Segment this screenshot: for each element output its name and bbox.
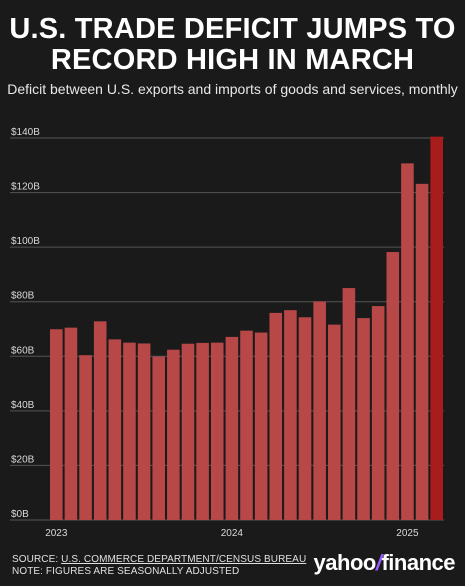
bar: Feb 2025: 123.2 xyxy=(415,183,429,520)
bar: Mar 2024: 68.7 xyxy=(254,332,268,520)
bar: Jan 2024: 67.1 xyxy=(225,336,239,520)
bar: Feb 2024: 69.4 xyxy=(240,330,253,520)
bar: Jul 2023: 64.7 xyxy=(137,343,151,520)
chart-title: U.S. TRADE DEFICIT JUMPS TO RECORD HIGH … xyxy=(9,13,456,76)
bar: Aug 2024: 71.6 xyxy=(327,324,341,520)
bar: Jun 2024: 74.3 xyxy=(298,317,312,520)
y-tick-label: $40B xyxy=(11,400,35,411)
bar: Jan 2025: 130.7 xyxy=(401,163,414,520)
x-tick-label: 2024 xyxy=(221,528,244,539)
yahoo-finance-logo: yahoo/finance xyxy=(313,550,456,576)
footer-notes: SOURCE: U.S. COMMERCE DEPARTMENT/CENSUS … xyxy=(12,554,306,578)
bar: Dec 2023: 65 xyxy=(210,342,224,520)
bar: Apr 2023: 72.8 xyxy=(93,321,107,520)
source-link[interactable]: U.S. COMMERCE DEPARTMENT/CENSUS BUREAU xyxy=(61,554,307,565)
note-line: NOTE: FIGURES ARE SEASONALLY ADJUSTED xyxy=(12,566,240,577)
y-tick-label: $140B xyxy=(11,127,40,138)
bar-chart: $0B $20B $40B $60B $80B $100B $120B $140B Jan 2… xyxy=(10,127,444,539)
bar: Nov 2024: 78.4 xyxy=(371,306,385,520)
y-tick-label: $100B xyxy=(11,236,40,247)
bar: Sep 2023: 62.4 xyxy=(167,349,180,520)
bar: Jan 2023: 69.9 xyxy=(50,329,63,520)
logo-finance: finance xyxy=(381,550,455,575)
bar: Aug 2023: 59.9 xyxy=(152,356,166,520)
bar: Jul 2024: 80.1 xyxy=(313,301,326,520)
bars: Jan 2023: 69.9Feb 2023: 70.5Mar 2023: 60… xyxy=(50,136,443,521)
bar: Mar 2023: 60.4 xyxy=(79,355,92,520)
bar: Apr 2024: 75.9 xyxy=(269,312,283,520)
y-axis-ticks: $0B $20B $40B $60B $80B $100B $120B $140B xyxy=(11,127,40,520)
source-label: SOURCE: xyxy=(12,554,62,565)
bar: Sep 2024: 85 xyxy=(342,288,356,520)
y-tick-label: $0B xyxy=(11,509,29,520)
bar: Feb 2023: 70.5 xyxy=(64,327,78,520)
bar: Mar 2025: 140.5 xyxy=(430,136,443,520)
logo-slash: / xyxy=(375,550,382,575)
x-tick-label: 2023 xyxy=(45,528,68,539)
chart-subtitle: Deficit between U.S. exports and imports… xyxy=(7,81,458,97)
bar: May 2024: 76.9 xyxy=(284,310,297,520)
y-tick-label: $20B xyxy=(11,454,35,465)
bar: May 2023: 66.2 xyxy=(108,339,122,520)
bar: Oct 2024: 74 xyxy=(357,318,370,520)
bar: Nov 2023: 64.9 xyxy=(196,342,209,520)
bar: Jun 2023: 65 xyxy=(123,342,136,520)
source-line: SOURCE: U.S. COMMERCE DEPARTMENT/CENSUS … xyxy=(12,554,306,566)
x-axis-ticks: 2023 2024 2025 xyxy=(45,528,419,539)
y-tick-label: $120B xyxy=(11,182,40,193)
x-tick-label: 2025 xyxy=(396,528,419,539)
logo-yahoo: yahoo xyxy=(313,550,377,575)
y-tick-label: $60B xyxy=(11,345,35,356)
y-tick-label: $80B xyxy=(11,291,35,302)
bar: Dec 2024: 98.2 xyxy=(386,252,400,521)
bar: Oct 2023: 64.6 xyxy=(181,343,195,520)
